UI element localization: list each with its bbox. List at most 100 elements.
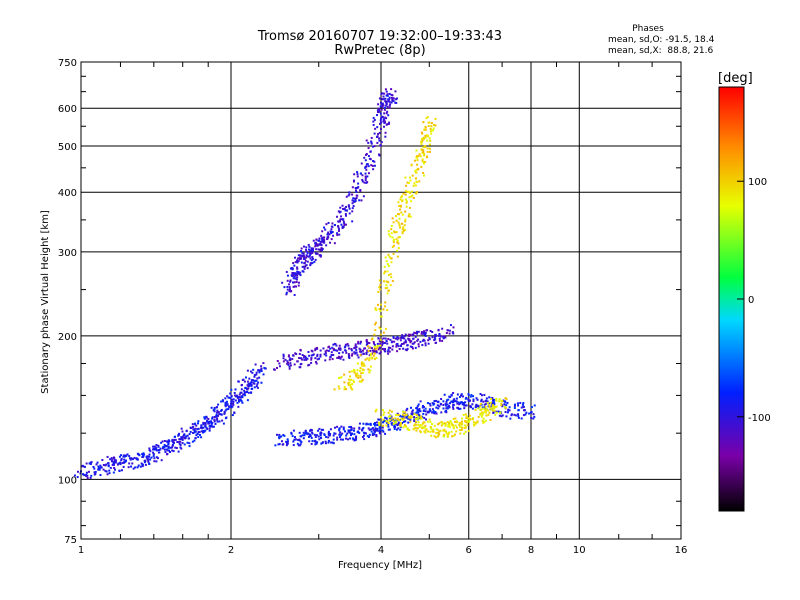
data-point [297,438,300,441]
data-point [391,236,394,239]
data-point [373,423,376,426]
data-point [376,429,379,432]
data-point [359,342,362,345]
data-point [291,281,294,284]
data-point [336,215,339,218]
data-point [370,141,373,144]
data-point [314,245,317,248]
data-point [346,432,349,435]
data-point [305,358,308,361]
data-point [300,247,303,250]
data-point [377,290,380,293]
data-point [322,347,325,350]
data-point [367,141,370,144]
data-point [210,425,213,428]
data-point [301,252,304,255]
data-point [354,436,357,439]
data-point [378,154,381,157]
data-point [338,344,341,347]
data-point [422,409,425,412]
data-point [292,272,295,275]
data-point [433,412,436,415]
data-point [357,342,360,345]
data-point [221,419,224,422]
data-point [415,149,418,152]
data-point [260,368,263,371]
data-point [292,354,295,357]
data-point [234,399,237,402]
data-point [417,155,420,158]
data-point [431,336,434,339]
data-point [492,411,495,414]
data-point [373,431,376,434]
data-point [492,399,495,402]
data-point [82,473,85,476]
data-point [350,425,353,428]
data-point [392,221,395,224]
plot-grid [81,62,681,539]
data-point [382,424,385,427]
data-point [379,119,382,122]
data-point [501,400,504,403]
data-point [404,333,407,336]
data-point [444,336,447,339]
data-point [224,405,227,408]
data-point [356,186,359,189]
data-point [232,403,235,406]
data-point [109,466,112,469]
data-point [378,110,381,113]
data-point [112,461,115,464]
data-point [426,134,429,137]
data-point [406,344,409,347]
data-point [472,395,475,398]
data-point [341,226,344,229]
data-point [382,337,385,340]
data-point [386,342,389,345]
data-point [386,420,389,423]
data-point [153,457,156,460]
data-point [180,436,183,439]
data-point [383,349,386,352]
data-point [337,347,340,350]
data-point [221,399,224,402]
data-point [86,477,89,480]
data-point [396,342,399,345]
data-point [343,373,346,376]
data-point [225,400,228,403]
data-point [355,189,358,192]
data-point [299,254,302,257]
data-point [101,458,104,461]
data-point [364,179,367,182]
data-point [416,408,419,411]
data-point [420,417,423,420]
data-point [205,415,208,418]
data-point [417,427,420,430]
data-point [437,432,440,435]
data-point [314,435,317,438]
data-point [302,265,305,268]
data-point [196,422,199,425]
data-point [127,466,130,469]
data-point [348,347,351,350]
data-point [285,440,288,443]
data-point [378,352,381,355]
data-point [342,207,345,210]
data-point [232,400,235,403]
data-point [319,431,322,434]
data-point [387,348,390,351]
data-point [380,93,383,96]
data-point [417,423,420,426]
data-point [409,418,412,421]
data-point [171,438,174,441]
data-point [318,427,321,430]
data-point [181,436,184,439]
data-point [450,430,453,433]
data-point [257,381,260,384]
data-point [383,120,386,123]
data-point [252,368,255,371]
data-point [366,357,369,360]
data-point [337,348,340,351]
data-point [378,326,381,329]
data-point [453,398,456,401]
data-point [396,255,399,258]
